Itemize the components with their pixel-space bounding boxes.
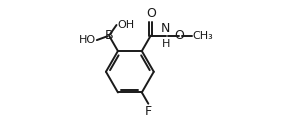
Text: B: B: [105, 29, 113, 42]
Text: N: N: [161, 22, 170, 35]
Text: O: O: [146, 7, 156, 20]
Text: CH₃: CH₃: [192, 31, 213, 41]
Text: F: F: [145, 105, 152, 118]
Text: H: H: [162, 39, 170, 49]
Text: O: O: [174, 29, 184, 42]
Text: OH: OH: [117, 20, 134, 30]
Text: HO: HO: [79, 35, 96, 45]
